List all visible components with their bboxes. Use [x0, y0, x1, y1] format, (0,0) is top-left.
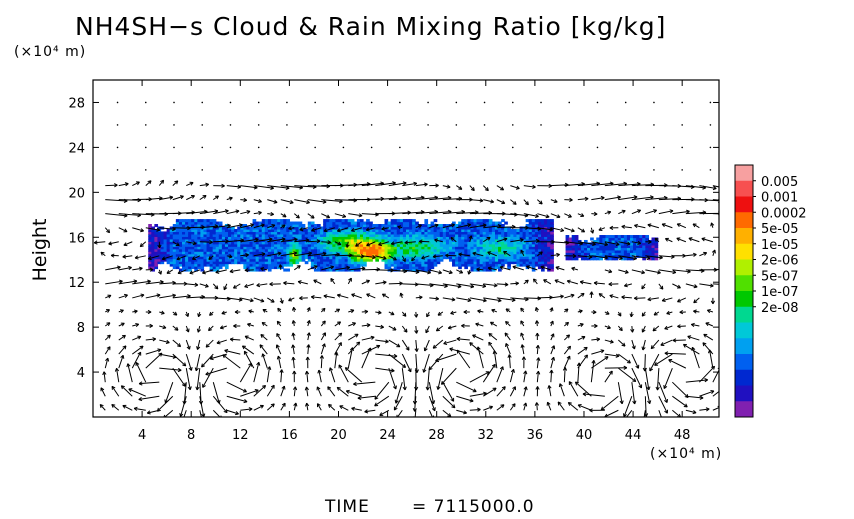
colorbar-label: 0.0002: [761, 206, 807, 221]
wind-vector-field: [93, 101, 719, 417]
colorbar-label: 2e-08: [761, 301, 799, 316]
colorbar-swatch: [735, 322, 753, 339]
colorbar-swatch: [735, 291, 753, 308]
colorbar-swatch: [735, 243, 753, 260]
x-tick-label: 20: [330, 428, 347, 443]
y-tick-label: 12: [68, 276, 85, 291]
colorbar-swatch: [735, 369, 753, 386]
colorbar-swatch: [735, 228, 753, 245]
colorbar-swatch: [735, 259, 753, 276]
x-tick-label: 36: [527, 428, 544, 443]
x-tick-label: 40: [576, 428, 593, 443]
y-axis: 4 8 12 16 20 24 28: [68, 96, 719, 381]
x-tick-label: 24: [379, 428, 396, 443]
x-tick-label: 48: [674, 428, 691, 443]
x-tick-label: 8: [187, 428, 195, 443]
colorbar-label: 5e-05: [761, 222, 799, 237]
y-tick-label: 4: [77, 366, 85, 381]
colorbar-label: 2e-06: [761, 254, 799, 269]
colorbar-swatch: [735, 212, 753, 229]
x-tick-label: 4: [138, 428, 146, 443]
colorbar-swatch: [735, 401, 753, 418]
colorbar-label: 5e-07: [761, 269, 799, 284]
colorbar-label: 0.001: [761, 191, 798, 206]
x-axis-unit: (×10⁴ m): [650, 446, 723, 462]
y-axis-unit: (×10⁴ m): [14, 44, 87, 60]
y-tick-label: 8: [77, 321, 85, 336]
x-tick-label: 28: [428, 428, 445, 443]
time-label: TIME: [325, 497, 370, 517]
colorbar-swatch: [735, 385, 753, 402]
colorbar-swatch: [735, 275, 753, 292]
y-tick-label: 20: [68, 186, 85, 201]
x-tick-label: 44: [625, 428, 642, 443]
colorbar-swatch: [735, 180, 753, 197]
x-tick-label: 32: [478, 428, 495, 443]
y-tick-label: 24: [68, 141, 85, 156]
chart-title: NH4SH−s Cloud & Rain Mixing Ratio [kg/kg…: [75, 12, 667, 41]
colorbar-swatch: [735, 165, 753, 182]
y-tick-label: 28: [68, 96, 85, 111]
colorbar-swatch: [735, 196, 753, 213]
colorbar-label: 1e-07: [761, 285, 799, 300]
y-tick-label: 16: [68, 231, 85, 246]
x-tick-label: 16: [281, 428, 298, 443]
colorbar: 0.0050.0010.00025e-051e-052e-065e-071e-0…: [734, 164, 807, 418]
colorbar-swatch: [735, 354, 753, 371]
colorbar-swatch: [735, 306, 753, 323]
plot-frame: [92, 79, 720, 418]
colorbar-swatch: [735, 338, 753, 355]
cloud-field: [148, 219, 659, 272]
colorbar-label: 0.005: [761, 175, 798, 190]
colorbar-label: 1e-05: [761, 238, 799, 253]
time-value: = 7115000.0: [412, 497, 535, 517]
x-axis: 4 8 12 16 20 24 28 32 36 40 44 48: [138, 80, 690, 443]
x-tick-label: 12: [232, 428, 249, 443]
